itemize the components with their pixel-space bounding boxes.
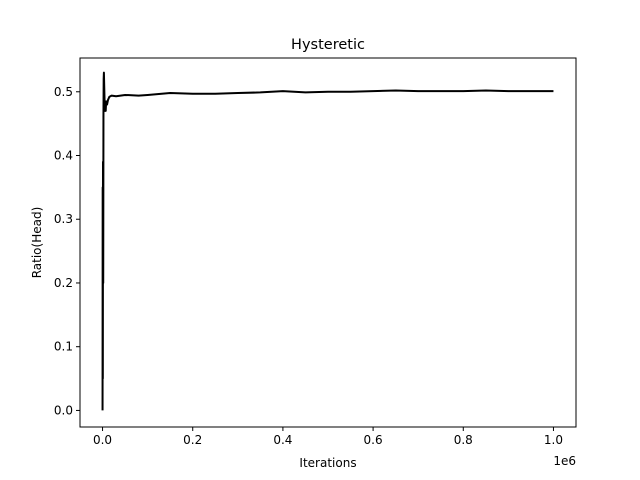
y-tick-label: 0.0 xyxy=(54,403,73,417)
x-tick-label: 0.0 xyxy=(93,433,112,447)
y-tick-label: 0.4 xyxy=(54,149,73,163)
plot-frame xyxy=(79,57,577,428)
y-axis: 0.0 0.1 0.2 0.3 0.4 0.5 xyxy=(54,85,80,417)
y-tick-label: 0.1 xyxy=(54,340,73,354)
x-tick-label: 0.2 xyxy=(183,433,202,447)
x-tick-label: 0.4 xyxy=(273,433,292,447)
x-tick-label: 0.8 xyxy=(454,433,473,447)
y-tick-label: 0.3 xyxy=(54,212,73,226)
x-axis: 0.0 0.2 0.4 0.6 0.8 1.0 xyxy=(93,427,563,447)
series-line xyxy=(101,71,554,411)
chart-title: Hysteretic xyxy=(291,37,365,53)
plot-area xyxy=(101,71,554,411)
x-axis-offset-label: 1e6 xyxy=(553,454,576,468)
x-axis-label: Iterations xyxy=(299,456,356,470)
y-tick-label: 0.2 xyxy=(54,276,73,290)
x-tick-label: 0.6 xyxy=(364,433,383,447)
x-tick-label: 1.0 xyxy=(544,433,563,447)
y-tick-label: 0.5 xyxy=(54,85,73,99)
y-axis-label: Ratio(Head) xyxy=(30,207,44,279)
